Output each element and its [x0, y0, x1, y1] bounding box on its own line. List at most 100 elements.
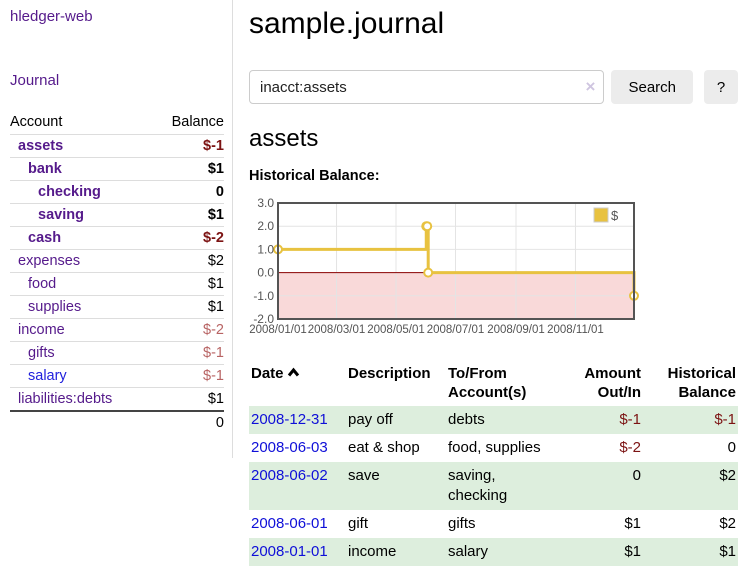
date-column-header[interactable]: Date: [249, 362, 346, 406]
svg-text:0.0: 0.0: [257, 266, 274, 280]
page-title: sample.journal: [249, 7, 445, 40]
search-input[interactable]: [249, 70, 605, 104]
account-link[interactable]: cash: [28, 230, 62, 246]
account-balance: $1: [151, 203, 224, 227]
balance-column-header-register: Historical Balance: [667, 365, 736, 401]
account-row: checking 0: [10, 180, 224, 204]
account-link[interactable]: saving: [38, 207, 84, 223]
transaction-accounts: debts: [446, 406, 559, 434]
svg-text:-2.0: -2.0: [253, 312, 274, 326]
account-link[interactable]: supplies: [28, 299, 82, 315]
account-row: bank $1: [10, 157, 224, 181]
transaction-description: gift: [348, 515, 369, 532]
transaction-amount: $1: [559, 538, 643, 566]
account-table-header: Account Balance: [10, 111, 224, 135]
transaction-accounts: gifts: [448, 515, 476, 532]
svg-text:-1.0: -1.0: [253, 289, 274, 303]
account-tree-table: Account Balance assets $-1 bank $1 checking 0…: [10, 111, 224, 434]
sidebar-item-journal[interactable]: Journal: [10, 72, 60, 89]
svg-text:2.0: 2.0: [257, 219, 274, 233]
account-table-body: assets $-1 bank $1 checking 0 saving $1 cash $-2 e…: [10, 134, 224, 411]
total-spacer: [10, 410, 152, 434]
account-link[interactable]: gifts: [28, 345, 55, 361]
account-balance: 0: [151, 180, 224, 204]
transaction-date-link[interactable]: 2008-01-01: [251, 543, 328, 560]
balance-column-header: Balance: [171, 114, 224, 130]
account-link[interactable]: salary: [28, 368, 67, 384]
account-balance: $1: [151, 295, 224, 319]
transaction-amount: $-1: [559, 406, 643, 434]
account-total-row: 0: [10, 410, 224, 434]
register-header-row: Date Description To/From Account(s) Amou…: [249, 362, 738, 406]
account-link[interactable]: expenses: [18, 253, 81, 269]
account-link[interactable]: food: [28, 276, 57, 292]
account-balance: $1: [151, 272, 224, 296]
svg-text:2008/09/01: 2008/09/01: [487, 324, 545, 336]
transaction-row: 2008-12-31 pay off debts $-1 $-1: [249, 406, 738, 434]
transaction-balance: $-1: [643, 406, 738, 434]
description-column-header: Description: [348, 365, 431, 382]
transaction-balance: 0: [727, 439, 736, 456]
transaction-amount: 0: [559, 462, 643, 510]
account-heading: assets: [249, 125, 319, 152]
search-button[interactable]: Search: [611, 70, 693, 104]
transaction-balance: $2: [719, 515, 736, 532]
total-balance: 0: [151, 410, 224, 434]
account-link[interactable]: liabilities:debts: [18, 391, 113, 407]
svg-text:3.0: 3.0: [257, 196, 274, 210]
amount-column-header: Amount Out/In: [584, 365, 641, 401]
chart-title: Historical Balance:: [249, 168, 380, 184]
account-link[interactable]: income: [18, 322, 65, 338]
help-button[interactable]: ?: [704, 70, 738, 104]
register-table: Date Description To/From Account(s) Amou…: [249, 362, 738, 566]
svg-text:2008/05/01: 2008/05/01: [367, 324, 425, 336]
search-field-wrap: ×: [249, 70, 605, 104]
svg-text:1.0: 1.0: [257, 242, 274, 256]
transaction-amount: $-2: [619, 439, 641, 456]
transaction-date-link[interactable]: 2008-12-31: [251, 411, 328, 428]
account-balance: $1: [151, 157, 224, 181]
transaction-row: 2008-06-02 save saving, checking 0 $2: [249, 462, 738, 510]
transaction-description: save: [346, 462, 446, 510]
account-row: expenses $2: [10, 249, 224, 273]
register-table-body: 2008-12-31 pay off debts $-1 $-1 2008-06-03 ea…: [249, 406, 738, 566]
account-balance: $2: [151, 249, 224, 273]
account-row: cash $-2: [10, 226, 224, 250]
account-row: income $-2: [10, 318, 224, 342]
account-balance: $1: [151, 387, 224, 411]
account-row: food $1: [10, 272, 224, 296]
accounts-column-header: To/From Account(s): [448, 365, 527, 401]
transaction-description: pay off: [346, 406, 446, 434]
svg-text:2008/11/01: 2008/11/01: [547, 324, 604, 336]
account-link[interactable]: bank: [28, 161, 62, 177]
brand-link[interactable]: hledger-web: [10, 8, 93, 25]
transaction-accounts: saving, checking: [446, 462, 559, 510]
transaction-description: eat & shop: [348, 439, 420, 456]
svg-text:$: $: [611, 208, 619, 223]
sidebar: hledger-web Journal Account Balance asse…: [0, 0, 233, 458]
svg-text:2008/03/01: 2008/03/01: [308, 324, 366, 336]
account-row: supplies $1: [10, 295, 224, 319]
main-content: sample.journal × Search ? assets Histori…: [234, 0, 742, 582]
transaction-date-link[interactable]: 2008-06-02: [251, 467, 328, 484]
transaction-row: 2008-01-01 income salary $1 $1: [249, 538, 738, 566]
transaction-date-link[interactable]: 2008-06-01: [251, 515, 328, 532]
transaction-date-link[interactable]: 2008-06-03: [251, 439, 328, 456]
account-link[interactable]: checking: [38, 184, 101, 200]
account-balance: $-1: [151, 134, 224, 158]
account-link[interactable]: assets: [18, 138, 64, 154]
account-row: salary $-1: [10, 364, 224, 388]
transaction-description: income: [346, 538, 446, 566]
account-row: saving $1: [10, 203, 224, 227]
clear-search-icon[interactable]: ×: [585, 77, 596, 96]
transaction-accounts: food, supplies: [448, 439, 541, 456]
historical-balance-chart: $3.0 2.0 1.0 0.0 -1.0 -2.0 2008/01/01 2008/03/0…: [249, 193, 737, 344]
account-balance: $-1: [151, 341, 224, 365]
account-column-header: Account: [10, 114, 63, 130]
account-balance: $-2: [151, 318, 224, 342]
svg-text:2008/01/01: 2008/01/01: [249, 324, 307, 336]
account-row: assets $-1: [10, 134, 224, 158]
account-balance: $-1: [151, 364, 224, 388]
